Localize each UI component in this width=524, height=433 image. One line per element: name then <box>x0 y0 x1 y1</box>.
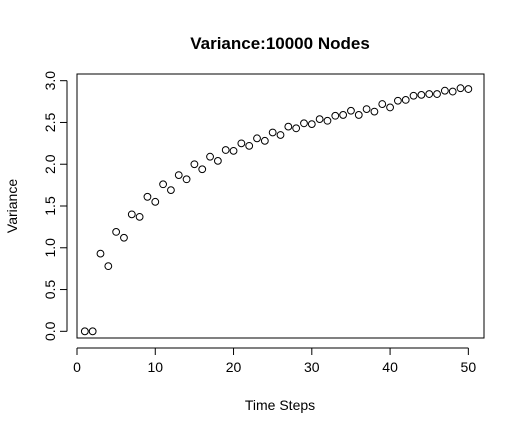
data-point <box>245 141 254 150</box>
y-tick-label: 3.0 <box>42 71 58 91</box>
x-axis: 0 10 20 30 40 50 <box>73 347 477 375</box>
y-tick-label: 1.5 <box>42 196 58 216</box>
x-tick-label: 0 <box>73 359 81 375</box>
data-point <box>370 107 379 116</box>
data-point <box>112 227 121 236</box>
data-point <box>433 90 441 98</box>
data-point <box>104 262 113 271</box>
x-tick-label: 50 <box>461 359 477 375</box>
data-point <box>253 134 261 143</box>
data-point <box>440 86 449 95</box>
data-point <box>190 160 199 169</box>
data-point <box>96 249 105 258</box>
x-tick-label: 40 <box>382 359 398 375</box>
data-point <box>425 90 434 98</box>
data-point <box>229 146 238 155</box>
data-point <box>315 115 324 124</box>
data-point <box>401 95 410 104</box>
data-point <box>213 156 222 165</box>
plot-frame <box>76 73 485 339</box>
data-point <box>307 120 316 129</box>
data-point <box>135 212 144 221</box>
data-point <box>167 186 175 195</box>
x-axis-label: Time Steps <box>245 397 315 413</box>
data-point <box>159 180 167 189</box>
data-point <box>448 87 457 96</box>
y-tick-label: 0.0 <box>42 321 58 341</box>
data-point <box>276 131 285 139</box>
data-point <box>120 233 128 242</box>
data-point <box>88 327 97 336</box>
data-point <box>206 152 214 161</box>
y-tick-label: 0.5 <box>42 280 58 300</box>
data-point <box>300 119 308 128</box>
data-point <box>464 85 473 93</box>
y-tick-label: 1.0 <box>42 238 58 258</box>
data-point <box>198 165 207 174</box>
data-point <box>80 327 89 336</box>
data-point <box>347 106 355 115</box>
data-point <box>456 84 465 93</box>
data-point <box>378 100 387 108</box>
y-tick-label: 2.5 <box>42 113 58 133</box>
data-point <box>394 96 402 105</box>
y-axis: 0.0 0.5 1.0 1.5 2.0 2.5 3.0 <box>42 71 68 341</box>
y-axis-label: Variance <box>4 179 20 233</box>
data-point <box>151 197 160 206</box>
x-tick-label: 30 <box>304 359 320 375</box>
data-point <box>174 171 183 179</box>
data-point <box>354 111 363 119</box>
data-point <box>182 175 191 184</box>
data-point <box>409 91 418 100</box>
data-point <box>260 136 269 145</box>
x-tick-label: 20 <box>226 359 242 375</box>
data-point <box>331 111 340 120</box>
data-point <box>143 192 152 201</box>
data-point <box>268 128 277 137</box>
x-tick-label: 10 <box>147 359 163 375</box>
data-point <box>237 139 246 148</box>
data-point <box>386 103 394 112</box>
data-point <box>221 146 230 154</box>
chart-title: Variance:10000 Nodes <box>190 34 370 53</box>
data-point <box>339 111 348 119</box>
data-point <box>323 116 332 125</box>
data-point <box>417 90 426 99</box>
data-point <box>292 124 301 133</box>
data-points <box>80 84 473 336</box>
data-point <box>284 122 293 131</box>
y-tick-label: 2.0 <box>42 154 58 174</box>
data-point <box>362 105 371 113</box>
data-point <box>127 210 136 219</box>
